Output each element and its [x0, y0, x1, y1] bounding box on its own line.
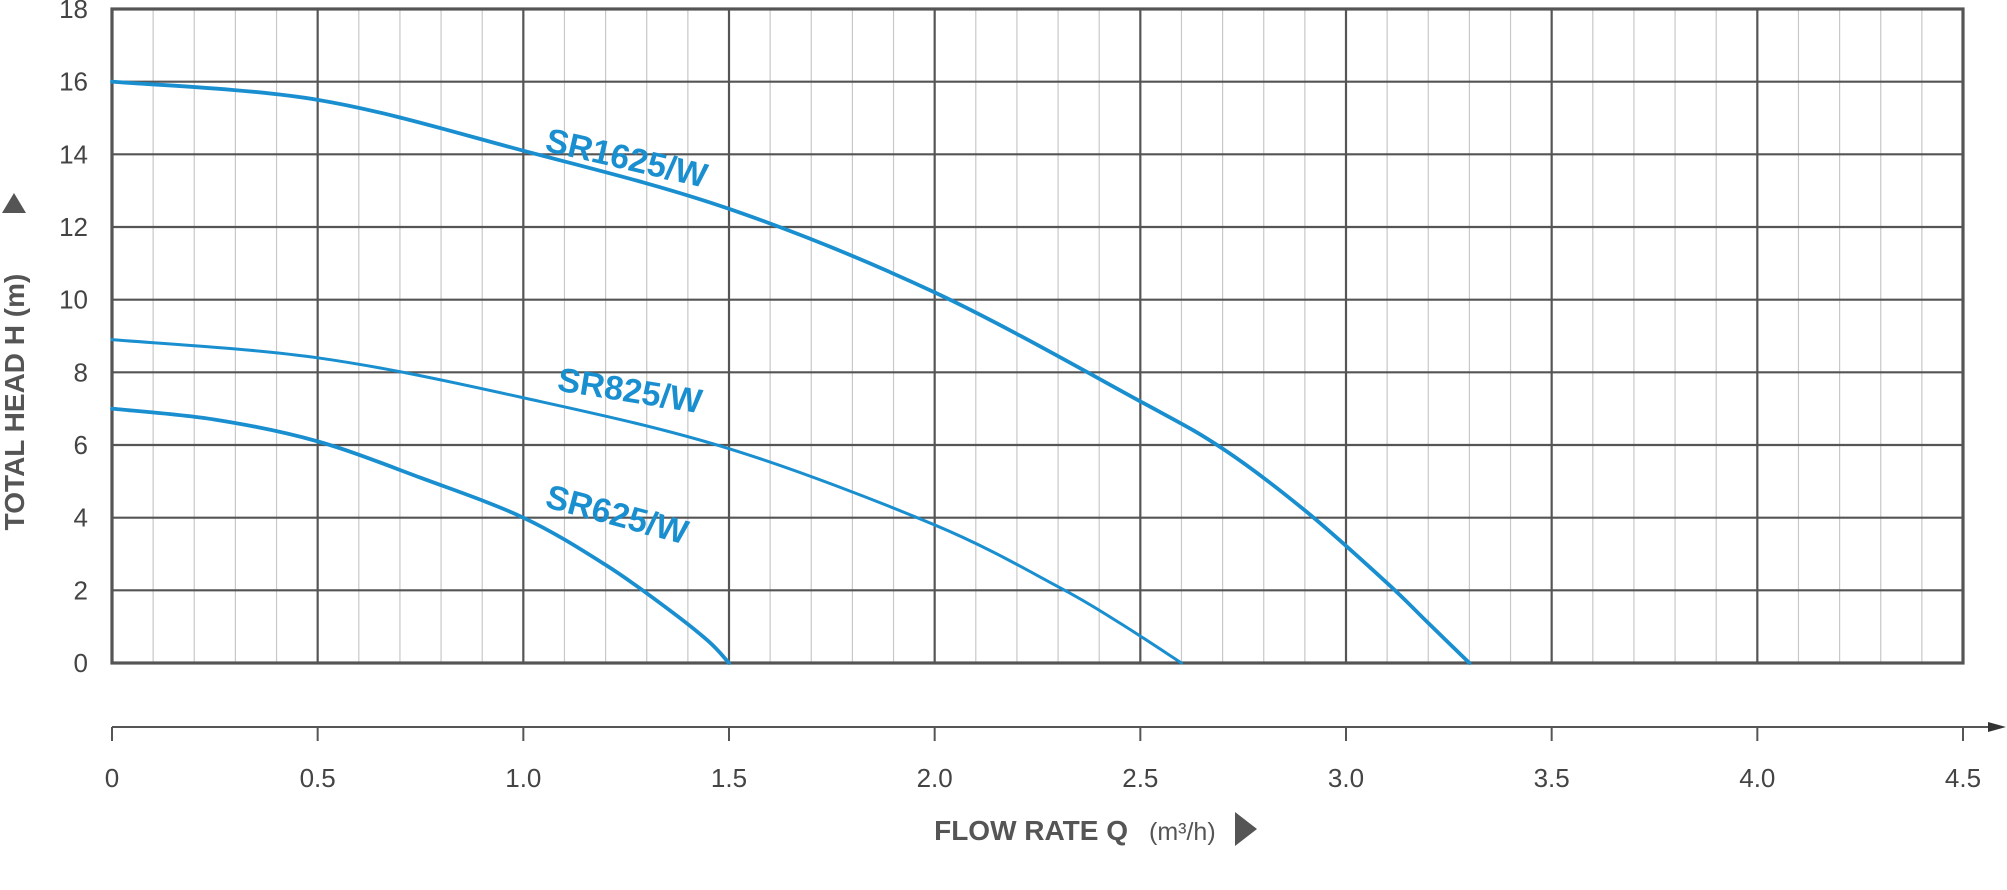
series-label: SR825/W	[555, 361, 706, 421]
y-tick-label: 8	[74, 357, 88, 387]
x-tick-label: 2.0	[917, 763, 953, 793]
series-line-sr1625-w	[110, 79, 1472, 665]
y-tick-label: 0	[74, 648, 88, 678]
y-tick-label: 14	[59, 139, 88, 169]
x-tick-label: 1.0	[505, 763, 541, 793]
y-tick-label: 18	[59, 0, 88, 24]
x-axis-arrow-icon	[1235, 812, 1257, 846]
series-line-sr825-w	[110, 338, 1183, 665]
x-tick-label: 3.5	[1534, 763, 1570, 793]
y-tick-label: 12	[59, 212, 88, 242]
y-tick-labels: 0 2 4 6 8 10 12 14 16 18	[59, 0, 88, 678]
x-axis-unit: (m³/h)	[1149, 818, 1216, 846]
x-tick-label: 0.5	[300, 763, 336, 793]
plot-frame	[110, 7, 1965, 665]
series-label: SR1625/W	[542, 121, 712, 195]
x-tick-label: 2.5	[1122, 763, 1158, 793]
x-axis-title: FLOW RATE Q	[934, 815, 1128, 846]
x-tick-labels: 0 0.5 1.0 1.5 2.0 2.5 3.0 3.5 4.0 4.5	[105, 763, 1981, 793]
grid	[110, 7, 1965, 665]
y-tick-label: 10	[59, 285, 88, 315]
x-axis-end-arrow-icon	[1988, 722, 2006, 732]
y-tick-label: 6	[74, 430, 88, 460]
y-axis-arrow-icon	[2, 193, 26, 213]
x-tick-label: 4.0	[1739, 763, 1775, 793]
x-tick-label: 3.0	[1328, 763, 1364, 793]
x-tick-label: 0	[105, 763, 119, 793]
y-axis-title: TOTAL HEAD H (m)	[0, 274, 30, 531]
x-tick-label: 4.5	[1945, 763, 1981, 793]
x-tick-label: 1.5	[711, 763, 747, 793]
y-tick-label: 2	[74, 575, 88, 605]
y-tick-label: 4	[74, 503, 88, 533]
y-tick-label: 16	[59, 67, 88, 97]
x-axis	[111, 722, 2006, 741]
x-axis-unit-text: m³/h	[1157, 818, 1207, 846]
series-line-sr625-w	[110, 406, 731, 665]
